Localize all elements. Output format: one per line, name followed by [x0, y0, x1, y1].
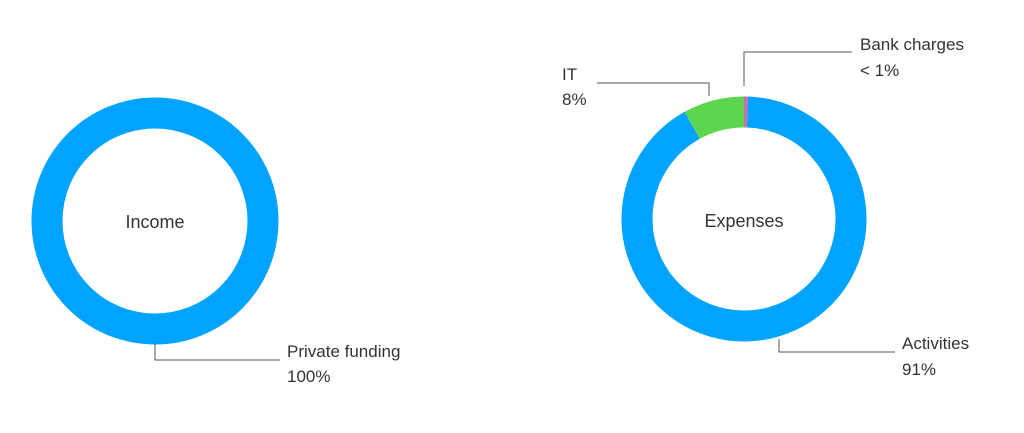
bank-charges-label: Bank charges	[860, 35, 964, 54]
private-funding-label: Private funding	[287, 342, 400, 361]
it-leader	[597, 82, 710, 96]
activities-label: Activities	[902, 334, 969, 353]
it-value: 8%	[562, 90, 587, 109]
activities-slice	[621, 96, 867, 342]
it-slice	[684, 96, 745, 140]
bank-charges-value: < 1%	[860, 61, 899, 80]
expenses-slices	[621, 96, 867, 342]
income-center-label: Income	[125, 212, 184, 232]
expenses-donut: Expenses Bank charges < 1% IT 8% Activit…	[562, 35, 969, 379]
private-funding-leader	[154, 343, 280, 361]
private-funding-slice	[31, 97, 279, 345]
private-funding-value: 100%	[287, 367, 330, 386]
income-slices	[31, 97, 279, 345]
activities-value: 91%	[902, 360, 936, 379]
activities-leader	[778, 339, 895, 353]
bank-charges-leader	[743, 51, 852, 86]
it-label: IT	[562, 65, 577, 84]
income-donut: Income Private funding 100%	[31, 97, 400, 386]
expenses-center-label: Expenses	[704, 211, 783, 231]
